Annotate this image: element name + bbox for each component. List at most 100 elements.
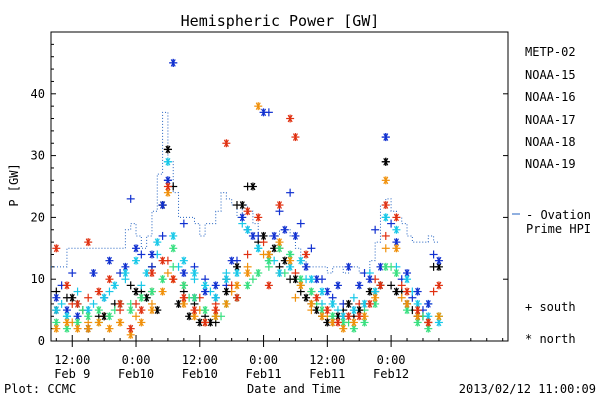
north-marker: [355, 312, 364, 321]
north-marker: [158, 275, 167, 284]
north-marker: [110, 281, 119, 290]
south-marker: [105, 287, 114, 296]
north-marker: [84, 238, 93, 247]
south-marker: [126, 194, 135, 203]
north-marker: [147, 287, 156, 296]
north-marker: [153, 306, 162, 315]
north-marker: [302, 293, 311, 302]
north-marker: [105, 256, 114, 265]
north-marker: [169, 275, 178, 284]
north-marker: [275, 269, 284, 278]
north-marker: [243, 269, 252, 278]
y-tick-label: 20: [31, 210, 45, 224]
north-marker: [381, 213, 390, 222]
north-marker: [222, 299, 231, 308]
north-marker: [201, 287, 210, 296]
legend-noaa-19: NOAA-19: [525, 157, 576, 171]
legend-noaa-16: NOAA-16: [525, 90, 576, 104]
north-marker: [132, 244, 141, 253]
north-marker: [243, 225, 252, 234]
north-marker: [211, 306, 220, 315]
x-tick-label-time: 0:00: [249, 353, 278, 367]
north-marker: [227, 256, 236, 265]
x-tick-label-time: 12:00: [182, 353, 218, 367]
north-marker: [147, 306, 156, 315]
north-marker: [333, 281, 342, 290]
north-marker: [100, 293, 109, 302]
north-marker: [259, 231, 268, 240]
north-marker: [434, 281, 443, 290]
north-marker: [222, 275, 231, 284]
north-marker: [365, 299, 374, 308]
north-marker: [222, 139, 231, 148]
north-marker: [169, 231, 178, 240]
north-marker: [94, 287, 103, 296]
north-marker: [169, 58, 178, 67]
y-tick-label: 10: [31, 272, 45, 286]
north-marker: [280, 225, 289, 234]
north-marker: [392, 238, 401, 247]
north-marker: [52, 306, 61, 315]
north-marker: [211, 312, 220, 321]
south-marker: [132, 312, 141, 321]
x-tick-label-time: 0:00: [377, 353, 406, 367]
north-marker: [94, 318, 103, 327]
north-marker: [179, 293, 188, 302]
north-marker: [89, 269, 98, 278]
north-marker: [158, 201, 167, 210]
north-marker: [132, 287, 141, 296]
north-marker: [254, 102, 263, 111]
south-marker: [132, 299, 141, 308]
north-marker: [254, 269, 263, 278]
north-marker: [116, 318, 125, 327]
north-marker: [232, 269, 241, 278]
north-marker: [376, 281, 385, 290]
north-marker: [286, 114, 295, 123]
south-marker: [429, 250, 438, 259]
north-marker: [211, 293, 220, 302]
north-marker: [413, 287, 422, 296]
north-marker: [392, 287, 401, 296]
north-marker: [392, 213, 401, 222]
north-marker: [254, 213, 263, 222]
x-tick-label-time: 0:00: [122, 353, 151, 367]
y-tick-label: 0: [38, 334, 45, 348]
y-tick-label: 30: [31, 149, 45, 163]
x-tick-label-date: Feb12: [373, 367, 409, 381]
north-marker: [275, 201, 284, 210]
north-marker: [105, 275, 114, 284]
north-marker: [238, 213, 247, 222]
south-marker: [381, 244, 390, 253]
north-marker: [344, 312, 353, 321]
north-marker: [328, 299, 337, 308]
north-marker: [201, 281, 210, 290]
north-marker: [73, 318, 82, 327]
north-marker: [84, 312, 93, 321]
north-marker: [179, 269, 188, 278]
north-marker: [190, 293, 199, 302]
north-marker: [291, 133, 300, 142]
north-marker: [318, 312, 327, 321]
plot-area: [50, 31, 509, 342]
south-marker: [371, 225, 380, 234]
north-marker: [222, 287, 231, 296]
north-marker: [163, 182, 172, 191]
south-marker: [397, 293, 406, 302]
north-marker: [344, 299, 353, 308]
north-marker: [371, 293, 380, 302]
south-marker: [387, 219, 396, 228]
south-marker: [307, 244, 316, 253]
south-marker: [291, 293, 300, 302]
north-marker: [62, 318, 71, 327]
north-marker: [147, 269, 156, 278]
north-marker: [275, 238, 284, 247]
north-marker: [392, 269, 401, 278]
north-marker: [68, 293, 77, 302]
south-marker: [179, 219, 188, 228]
north-marker: [344, 262, 353, 271]
legend-north-marker: * north: [525, 332, 576, 346]
north-marker: [190, 269, 199, 278]
north-marker: [392, 225, 401, 234]
